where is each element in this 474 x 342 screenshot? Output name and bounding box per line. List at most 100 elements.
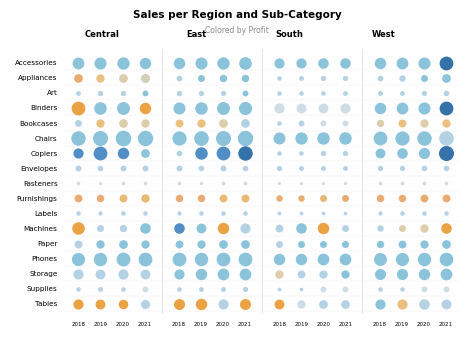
Point — [420, 135, 428, 141]
Text: East: East — [186, 30, 206, 39]
Point — [74, 75, 82, 81]
Point — [298, 166, 305, 171]
Point — [197, 196, 205, 201]
Point — [219, 166, 227, 171]
Point — [175, 75, 182, 81]
Point — [219, 135, 227, 141]
Point — [342, 286, 349, 291]
Point — [141, 60, 148, 66]
Point — [342, 105, 349, 111]
Point — [219, 211, 227, 216]
Point — [241, 120, 249, 126]
Point — [398, 271, 405, 276]
Point — [376, 90, 383, 96]
Point — [376, 301, 383, 306]
Point — [442, 226, 449, 231]
Point — [342, 301, 349, 306]
Point — [319, 286, 327, 291]
Point — [319, 60, 327, 66]
Point — [197, 60, 205, 66]
Text: Colored by Profit: Colored by Profit — [205, 26, 269, 35]
Point — [118, 211, 126, 216]
Point — [97, 241, 104, 246]
Point — [219, 105, 227, 111]
Point — [319, 256, 327, 261]
Point — [342, 120, 349, 126]
Point — [442, 60, 449, 66]
Point — [319, 196, 327, 201]
Point — [376, 60, 383, 66]
Point — [219, 120, 227, 126]
Point — [175, 166, 182, 171]
Point — [241, 150, 249, 156]
Point — [141, 226, 148, 231]
Point — [420, 90, 428, 96]
Point — [74, 241, 82, 246]
Point — [420, 211, 428, 216]
Point — [376, 226, 383, 231]
Point — [376, 135, 383, 141]
Point — [420, 301, 428, 306]
Point — [398, 181, 405, 186]
Point — [376, 196, 383, 201]
Point — [197, 211, 205, 216]
Point — [442, 286, 449, 291]
Point — [275, 211, 283, 216]
Point — [118, 301, 126, 306]
Point — [398, 256, 405, 261]
Point — [118, 286, 126, 291]
Point — [319, 90, 327, 96]
Point — [97, 90, 104, 96]
Point — [275, 301, 283, 306]
Point — [118, 60, 126, 66]
Point — [175, 211, 182, 216]
Point — [275, 120, 283, 126]
Point — [197, 226, 205, 231]
Point — [141, 90, 148, 96]
Point — [219, 150, 227, 156]
Point — [298, 181, 305, 186]
Point — [420, 196, 428, 201]
Point — [420, 75, 428, 81]
Point — [442, 301, 449, 306]
Point — [275, 196, 283, 201]
Point — [376, 256, 383, 261]
Point — [175, 150, 182, 156]
Point — [197, 150, 205, 156]
Point — [141, 150, 148, 156]
Point — [197, 120, 205, 126]
Point — [398, 60, 405, 66]
Point — [342, 271, 349, 276]
Point — [141, 211, 148, 216]
Point — [241, 196, 249, 201]
Point — [197, 90, 205, 96]
Point — [74, 196, 82, 201]
Point — [376, 211, 383, 216]
Point — [241, 166, 249, 171]
Point — [219, 271, 227, 276]
Point — [319, 105, 327, 111]
Point — [197, 286, 205, 291]
Point — [241, 105, 249, 111]
Point — [342, 181, 349, 186]
Point — [197, 301, 205, 306]
Point — [241, 286, 249, 291]
Point — [319, 135, 327, 141]
Point — [219, 90, 227, 96]
Point — [241, 75, 249, 81]
Point — [175, 256, 182, 261]
Point — [141, 196, 148, 201]
Point — [275, 75, 283, 81]
Point — [74, 301, 82, 306]
Point — [275, 271, 283, 276]
Point — [74, 90, 82, 96]
Point — [219, 181, 227, 186]
Point — [298, 226, 305, 231]
Point — [118, 166, 126, 171]
Point — [319, 166, 327, 171]
Point — [141, 75, 148, 81]
Point — [298, 196, 305, 201]
Point — [342, 90, 349, 96]
Point — [319, 271, 327, 276]
Point — [420, 256, 428, 261]
